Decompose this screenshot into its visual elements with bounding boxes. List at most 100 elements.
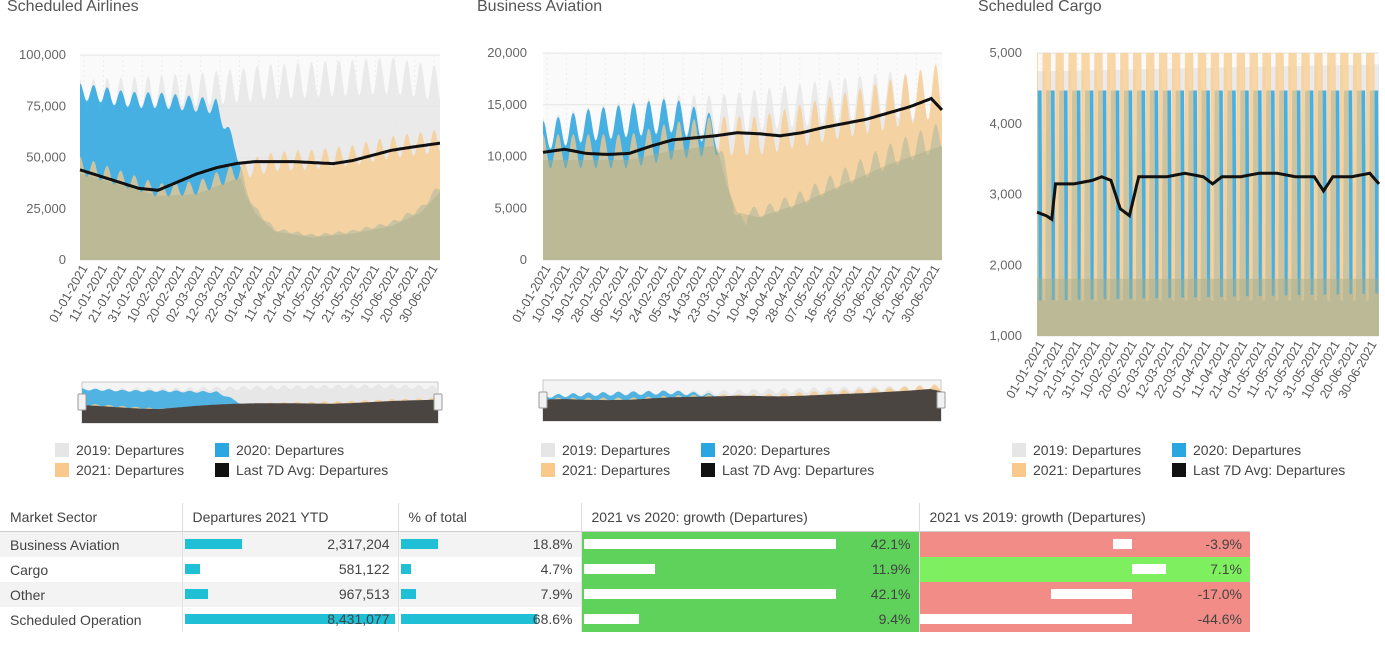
y-tick-label: 5,000 <box>989 45 1022 60</box>
column-header-growth-2020[interactable]: 2021 vs 2020: growth (Departures) <box>580 503 919 532</box>
navigator-right-handle[interactable] <box>433 393 443 411</box>
legend-label: Last 7D Avg: Departures <box>1193 462 1346 478</box>
y-tick-label: 2,000 <box>989 257 1022 272</box>
legend-item-2019[interactable]: 2019: Departures <box>1012 442 1141 458</box>
legend-label: Last 7D Avg: Departures <box>236 462 389 478</box>
share-value: 7.9% <box>540 586 573 602</box>
growth-2019-bar <box>1112 539 1132 549</box>
series-2021-area <box>80 130 440 260</box>
departures-bar <box>184 539 242 549</box>
legend-label: 2020: Departures <box>722 442 831 458</box>
legend-item-2020[interactable]: 2020: Departures <box>701 442 830 458</box>
cell-growth-2019: -3.9% <box>918 531 1250 557</box>
legend-label: 2020: Departures <box>1193 442 1302 458</box>
cell-departures: 581,122 <box>181 557 398 582</box>
departures-value: 8,431,077 <box>327 611 390 627</box>
y-tick-label: 15,000 <box>487 97 527 112</box>
column-header-share[interactable]: % of total <box>397 503 581 532</box>
departures-value: 2,317,204 <box>327 536 390 552</box>
cell-growth-2020: 11.9% <box>580 557 919 582</box>
column-header-departures[interactable]: Departures 2021 YTD <box>181 503 398 532</box>
column-header-growth-2019[interactable]: 2021 vs 2019: growth (Departures) <box>918 503 1250 532</box>
y-tick-label: 0 <box>59 252 66 267</box>
growth-2019-value: -3.9% <box>1205 536 1242 552</box>
navigator-left-handle[interactable] <box>538 391 548 409</box>
series-2021-area <box>543 64 942 260</box>
legend-swatch <box>1172 443 1186 457</box>
y-tick-label: 0 <box>520 252 527 267</box>
legend-swatch <box>701 463 715 477</box>
growth-2020-bar <box>583 589 836 599</box>
legend-item-2019[interactable]: 2019: Departures <box>55 442 184 458</box>
series-overlap-area <box>543 145 942 260</box>
cell-share: 68.6% <box>397 607 581 632</box>
share-value: 18.8% <box>532 536 573 552</box>
chart-scheduled-cargo: 5,0004,0003,0002,0001,00001-01-202111-01… <box>989 45 1381 401</box>
legend-item-2020[interactable]: 2020: Departures <box>1172 442 1301 458</box>
table-row[interactable]: Business Aviation 2,317,204 18.8% 42.1% -3.9… <box>0 531 1250 557</box>
growth-2019-bar <box>1131 564 1166 574</box>
legend-label: 2020: Departures <box>236 442 345 458</box>
navigator-right-handle[interactable] <box>936 391 946 409</box>
table-header-row: Market Sector Departures 2021 YTD % of t… <box>0 503 1250 532</box>
legend-swatch <box>1012 463 1026 477</box>
legend-label: 2019: Departures <box>1033 442 1142 458</box>
chart-business-aviation: 20,00015,00010,0005,000001-01-202110-01-… <box>487 45 946 422</box>
table-row[interactable]: Cargo 581,122 4.7% 11.9% 7.1% <box>0 557 1250 582</box>
cell-departures: 8,431,077 <box>181 607 398 632</box>
navigator-left-handle[interactable] <box>77 393 87 411</box>
share-bar <box>400 564 411 574</box>
column-header-market-sector[interactable]: Market Sector <box>0 503 182 532</box>
chart-title: Business Aviation <box>477 0 603 15</box>
departures-value: 967,513 <box>338 586 390 602</box>
cell-growth-2020: 42.1% <box>580 531 919 557</box>
navigator-avg-area <box>543 389 941 421</box>
legend-item-2019[interactable]: 2019: Departures <box>541 442 670 458</box>
legend-item-2021[interactable]: 2021: Departures <box>1012 462 1141 478</box>
cell-growth-2019: -17.0% <box>918 582 1250 607</box>
navigator-avg-area <box>82 399 438 423</box>
y-tick-label: 5,000 <box>494 200 527 215</box>
share-bar <box>400 589 416 599</box>
y-tick-label: 75,000 <box>26 98 66 113</box>
legend-swatch <box>541 463 555 477</box>
cell-market-sector: Other <box>0 582 182 607</box>
chart-title: Scheduled Cargo <box>978 0 1102 15</box>
legend-item-2020[interactable]: 2020: Departures <box>215 442 344 458</box>
legend-label: 2021: Departures <box>562 462 671 478</box>
series-avg-line <box>542 96 944 156</box>
y-tick-label: 25,000 <box>26 201 66 216</box>
legend-item-avg[interactable]: Last 7D Avg: Departures <box>701 462 874 478</box>
series-avg-line <box>79 141 441 192</box>
legend-label: 2021: Departures <box>76 462 185 478</box>
growth-2019-value: 7.1% <box>1210 561 1242 577</box>
legend-item-avg[interactable]: Last 7D Avg: Departures <box>215 462 388 478</box>
legend-item-avg[interactable]: Last 7D Avg: Departures <box>1172 462 1345 478</box>
legend-swatch <box>1172 463 1186 477</box>
chart-title: Scheduled Airlines <box>7 0 139 15</box>
legend-label: 2021: Departures <box>1033 462 1142 478</box>
growth-2019-bar <box>1050 589 1132 599</box>
growth-2020-bar <box>583 539 836 549</box>
chart-panel-scheduled-cargo: Scheduled Cargo 5,000 4,000 3,000 2,000 1,00… <box>971 0 1385 495</box>
growth-2020-value: 42.1% <box>870 586 911 602</box>
growth-2020-bar <box>583 564 655 574</box>
cell-market-sector: Scheduled Operation <box>10 611 142 628</box>
legend-item-2021[interactable]: 2021: Departures <box>55 462 184 478</box>
chart-panel-business-aviation: Business Aviation 20,000 15,000 10,000 5,00… <box>470 0 960 495</box>
table-row[interactable]: Scheduled Operation 8,431,077 68.6% 9.4% -44… <box>0 607 1250 632</box>
cell-growth-2020: 42.1% <box>580 582 919 607</box>
share-bar <box>400 614 537 624</box>
legend-item-2021[interactable]: 2021: Departures <box>541 462 670 478</box>
legend-swatch <box>215 443 229 457</box>
y-tick-label: 4,000 <box>989 116 1022 131</box>
growth-2020-value: 42.1% <box>870 536 911 552</box>
y-tick-label: 20,000 <box>487 45 527 60</box>
share-value: 68.6% <box>532 611 573 627</box>
table-row[interactable]: Other 967,513 7.9% 42.1% -17.0% <box>0 582 1250 607</box>
growth-2019-bar <box>919 614 1132 624</box>
cell-departures: 2,317,204 <box>181 531 398 557</box>
legend-swatch <box>55 463 69 477</box>
departures-bar <box>184 564 200 574</box>
growth-2020-value: 11.9% <box>871 561 911 577</box>
